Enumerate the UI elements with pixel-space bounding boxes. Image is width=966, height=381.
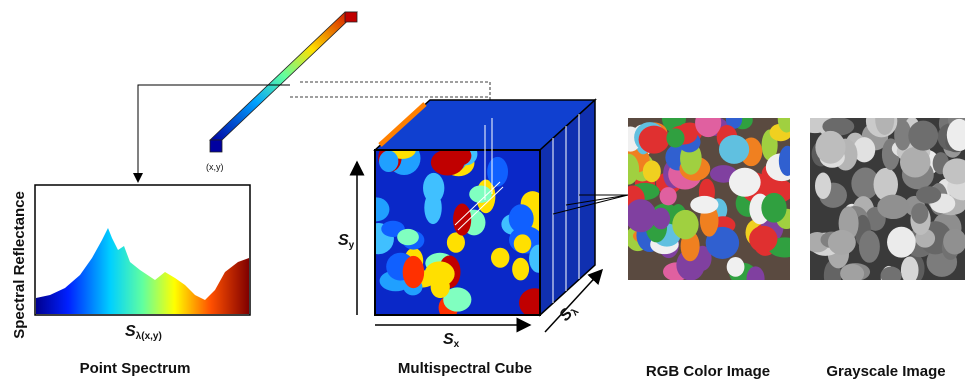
subscript: x	[454, 339, 460, 350]
blob	[666, 128, 684, 147]
blob	[778, 105, 796, 132]
blob	[652, 208, 670, 230]
bar-end	[210, 140, 222, 152]
caption: Grayscale Image	[826, 363, 945, 380]
blob	[779, 146, 796, 176]
blob	[719, 135, 749, 164]
blob	[911, 203, 928, 224]
symbol: S	[443, 331, 454, 348]
page: (x,y) Spectral Reflectance Sλ(x,y) Point…	[0, 0, 966, 381]
blob	[695, 108, 721, 137]
symbol: S	[338, 232, 349, 249]
blob	[487, 157, 508, 187]
blob	[423, 173, 444, 203]
blob	[639, 126, 670, 154]
symbol: S	[125, 323, 136, 340]
blob	[877, 195, 909, 219]
blob	[403, 256, 424, 288]
spectral-bar	[210, 12, 357, 140]
x-label: Sx	[443, 331, 460, 350]
blob	[916, 186, 941, 203]
blob	[943, 229, 966, 255]
subscript: λ(x,y)	[136, 331, 162, 342]
blob	[491, 248, 509, 268]
blob	[828, 230, 856, 255]
blob	[379, 151, 398, 172]
blob	[729, 168, 761, 197]
y-label: Sy	[338, 232, 355, 251]
blob	[815, 131, 845, 164]
blob	[727, 257, 745, 277]
blob	[397, 229, 419, 245]
depth-label: Sλ	[556, 301, 581, 326]
blob	[881, 267, 902, 285]
blob	[363, 197, 390, 221]
blob	[815, 173, 831, 199]
blob	[512, 258, 529, 281]
blob	[901, 256, 919, 283]
blob	[617, 154, 639, 185]
blob	[514, 234, 532, 253]
point-label: (x,y)	[206, 162, 224, 172]
blob	[747, 266, 765, 290]
blob	[908, 121, 938, 151]
blob	[887, 227, 916, 258]
blob	[859, 230, 880, 262]
blob	[900, 147, 930, 178]
caption: Point Spectrum	[80, 360, 191, 377]
y-axis-label: Spectral Reflectance	[11, 191, 28, 339]
blob	[749, 226, 777, 253]
caption: RGB Color Image	[646, 363, 770, 380]
caption: Multispectral Cube	[398, 360, 532, 377]
subscript: y	[349, 240, 355, 251]
blob	[761, 193, 786, 223]
blob	[672, 210, 698, 240]
figure: (x,y) Spectral Reflectance Sλ(x,y) Point…	[0, 0, 966, 381]
blob	[840, 264, 864, 283]
x-axis-label: Sλ(x,y)	[125, 323, 162, 342]
blob	[660, 187, 677, 205]
bar-top	[345, 12, 357, 22]
blob	[690, 196, 718, 214]
blob	[625, 199, 656, 232]
blob	[875, 104, 894, 135]
blob	[643, 160, 661, 182]
blob	[431, 276, 450, 298]
